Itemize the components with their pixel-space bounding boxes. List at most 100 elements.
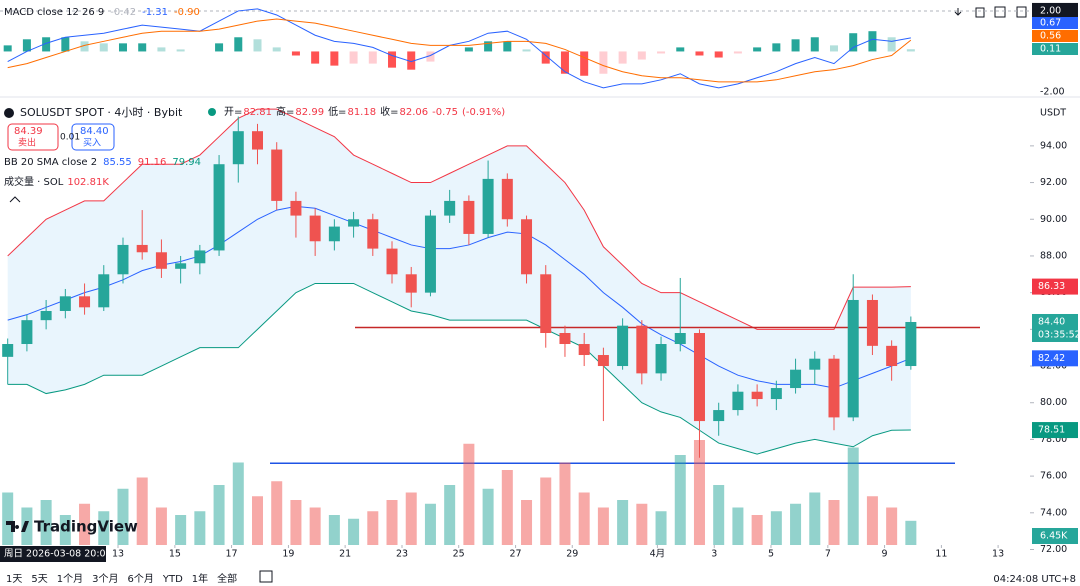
macd-hist — [541, 51, 550, 64]
volume-bar — [155, 507, 167, 545]
bb-upper — [7, 108, 911, 330]
spread: 0.01 — [60, 133, 80, 143]
icon-down[interactable] — [954, 8, 962, 16]
volume-bar — [59, 515, 71, 545]
candle-body — [309, 215, 321, 242]
macd-hist — [3, 45, 12, 52]
volume-bar — [386, 500, 398, 545]
macd-hist — [80, 41, 89, 52]
bid-label: 卖出 — [18, 137, 36, 149]
y-tick-label: 72.00 — [1040, 544, 1067, 555]
volume-bar — [732, 507, 744, 545]
macd-hist — [215, 43, 224, 52]
volume-bar — [905, 520, 917, 545]
bb-upper-label-bg — [1032, 278, 1078, 295]
range-button[interactable]: 6个月 — [128, 573, 154, 585]
range-button[interactable]: 3个月 — [92, 573, 118, 585]
macd-hist — [849, 33, 858, 52]
candle-body — [617, 325, 629, 367]
macd-hist — [368, 51, 377, 64]
range-button[interactable]: 5天 — [31, 574, 47, 585]
candle-body — [290, 200, 302, 216]
volume-bar — [348, 518, 360, 545]
volume-bar — [540, 477, 552, 545]
candle-body — [252, 131, 263, 150]
macd-hist — [61, 37, 70, 52]
macd-hist — [234, 37, 243, 52]
range-button[interactable]: 1天 — [6, 574, 22, 585]
bb-lower — [7, 282, 911, 455]
volume-label: 6.45K — [1040, 531, 1068, 542]
y-tick-label: 90.00 — [1040, 214, 1067, 225]
macd-signal — [7, 18, 912, 83]
candle-body — [540, 274, 552, 334]
calendar-icon[interactable] — [259, 570, 273, 583]
y-tick-label: 76.00 — [1040, 471, 1067, 482]
candle-body — [79, 296, 91, 308]
macd-icons[interactable] — [954, 6, 1027, 18]
range-button[interactable]: 全部 — [217, 572, 237, 585]
volume-bar — [309, 507, 321, 545]
macd-hist — [791, 39, 800, 52]
volume-bar — [194, 511, 206, 545]
volume-bar — [405, 492, 417, 545]
x-tick-label: 7 — [825, 549, 831, 560]
bb-name: BB 20 SMA close 2 — [4, 157, 97, 168]
macd-hist-label: 0.11 — [1040, 44, 1061, 55]
volume-bar — [578, 492, 590, 545]
candle-body — [905, 321, 917, 367]
candle-body — [809, 358, 821, 370]
icon-max[interactable] — [994, 6, 1006, 18]
range-button[interactable]: 1年 — [192, 572, 208, 585]
macd-hist — [618, 51, 627, 64]
candle-body — [348, 219, 360, 227]
candle-body — [655, 344, 667, 374]
volume-bar — [444, 485, 456, 545]
candle-body — [790, 369, 802, 389]
volume-bar — [693, 440, 705, 545]
volume-total: 102.81K — [67, 177, 109, 188]
bb-lower-label: 78.51 — [1038, 425, 1065, 436]
sell-box[interactable] — [7, 123, 59, 151]
macd-hist — [118, 43, 127, 52]
collapse-icon[interactable] — [9, 196, 21, 203]
candle-body — [328, 226, 340, 242]
y-tick-label: 2.00 — [1040, 5, 1061, 16]
candle-body — [559, 333, 571, 345]
brand: TradingView — [34, 518, 138, 536]
volume-bar — [770, 511, 782, 545]
macd-legend-value: -1.31 — [142, 7, 168, 18]
buy-box[interactable] — [71, 123, 115, 151]
macd-hist — [772, 43, 781, 52]
range-button[interactable]: 1个月 — [57, 573, 83, 585]
volume-bar — [597, 507, 609, 545]
candle-body — [866, 299, 878, 346]
volume-bar — [559, 462, 571, 545]
volume-bar — [175, 515, 187, 545]
volume-bar — [751, 515, 763, 545]
macd-name: MACD close 12 26 9 — [4, 7, 104, 18]
x-tick-label: 19 — [282, 549, 294, 560]
x-tick-label: 25 — [453, 549, 465, 560]
y-tick-label: 80.00 — [1040, 397, 1067, 408]
macd-hist — [484, 41, 493, 52]
y-tick-label: -2.00 — [1040, 86, 1065, 97]
candle-body — [482, 178, 494, 234]
x-tick-label: 13 — [112, 549, 124, 560]
macd-hist — [599, 51, 608, 74]
x-tick-label: 5 — [768, 549, 774, 560]
icon-more[interactable] — [1016, 6, 1027, 18]
macd-legend-value: -0.42 — [110, 7, 136, 18]
ohlc-key: 收= — [380, 105, 398, 118]
macd-hist — [829, 45, 838, 52]
macd-macd-label: 0.67 — [1040, 18, 1061, 29]
ohlc-key: 低= — [328, 105, 346, 118]
last-price-label: 84.40 — [1038, 316, 1065, 327]
candle-body — [2, 344, 14, 357]
status-dot — [208, 108, 216, 116]
icon-delete[interactable] — [975, 7, 985, 18]
volume-bar — [501, 470, 513, 545]
range-button[interactable]: YTD — [162, 574, 183, 585]
ohlc-value: 81.18 — [347, 107, 376, 118]
y-tick-bg — [1032, 2, 1078, 19]
